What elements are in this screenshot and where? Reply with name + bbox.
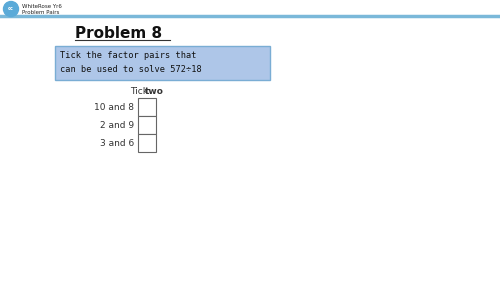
Bar <box>55 46 270 80</box>
Text: 2 and 9: 2 and 9 <box>100 121 134 130</box>
Circle shape <box>4 1 18 17</box>
Text: 3 and 6: 3 and 6 <box>100 139 134 148</box>
Text: cc: cc <box>8 6 14 12</box>
Text: Tick the factor pairs that: Tick the factor pairs that <box>60 51 196 60</box>
Bar <box>138 98 156 116</box>
Bar <box>138 116 156 134</box>
Text: Tick: Tick <box>130 87 151 96</box>
Text: 10 and 8: 10 and 8 <box>94 103 134 112</box>
Text: Problem 8: Problem 8 <box>75 26 162 40</box>
Text: Problem Pairs: Problem Pairs <box>22 10 60 15</box>
Bar <box>138 134 156 152</box>
Text: two: two <box>145 87 164 96</box>
Text: can be used to solve 572÷18: can be used to solve 572÷18 <box>60 65 202 74</box>
Text: WhiteRose Yr6: WhiteRose Yr6 <box>22 4 62 9</box>
